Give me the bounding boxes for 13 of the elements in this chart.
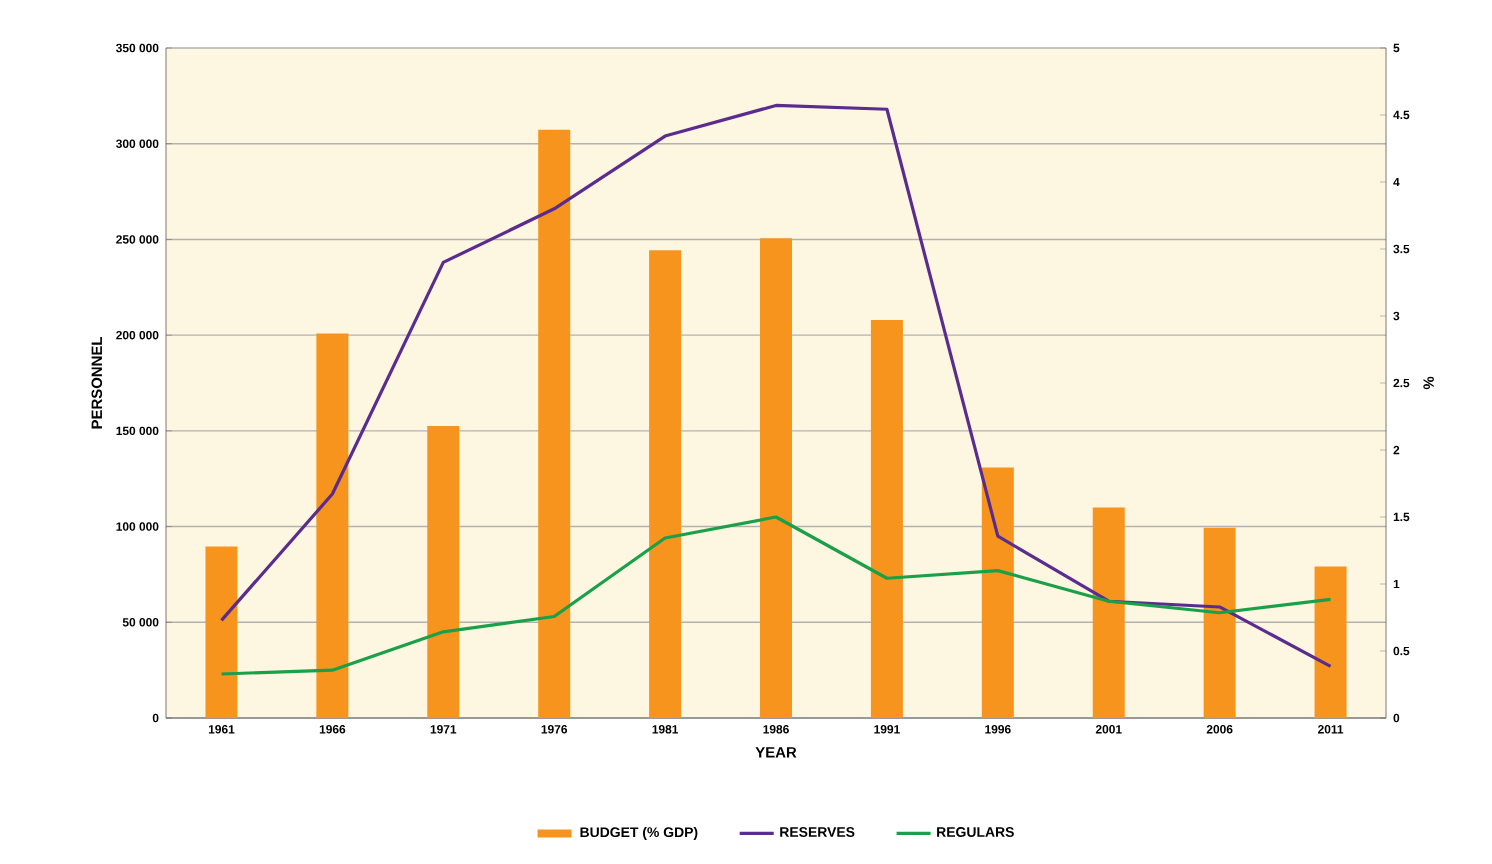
line-series <box>219 103 1333 668</box>
bar <box>1092 507 1125 718</box>
bar <box>316 333 349 718</box>
bar <box>538 129 571 718</box>
bar <box>649 250 682 718</box>
bar <box>427 425 460 718</box>
bar <box>1314 566 1347 718</box>
bar <box>205 546 238 718</box>
bar <box>981 467 1014 718</box>
bar <box>760 238 793 718</box>
line-series <box>219 515 1333 676</box>
bar <box>1203 527 1236 718</box>
bar <box>870 320 903 718</box>
